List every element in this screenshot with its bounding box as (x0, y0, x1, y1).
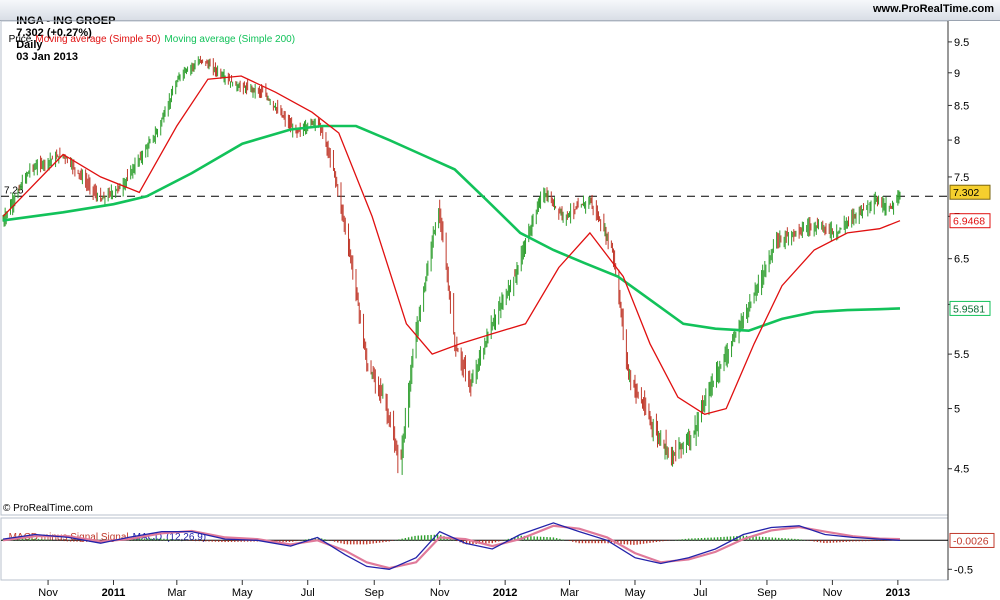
copyright-label: © ProRealTime.com (3, 503, 93, 514)
x-tick-label: Sep (364, 587, 384, 599)
x-tick-label: Nov (430, 587, 450, 599)
quote-header: INGA - ING GROEP 7.302 (+0.27%) Daily 03… (4, 3, 121, 75)
last-value-box (949, 300, 991, 316)
last-value-label: 6.9468 (953, 216, 985, 228)
macd-signal-line (2, 524, 901, 570)
last-value-box (949, 184, 991, 200)
price-tick-label: 6.5 (954, 254, 969, 266)
x-tick-label: May (625, 587, 646, 599)
legend-price: Price (8, 34, 32, 45)
x-tick-label: May (232, 587, 253, 599)
price-tick-label: 4.5 (954, 464, 969, 476)
last-value-box (949, 213, 991, 229)
macd-panel: -0.5 -0.0026 (1, 522, 995, 576)
price-tick-label: 5.5 (954, 349, 969, 361)
macd-line (2, 522, 901, 570)
x-tick-label: Jul (301, 587, 315, 599)
macd-last-value-box (949, 532, 995, 548)
price-tick-label: 9 (954, 68, 960, 80)
x-tick-label: Sep (757, 587, 777, 599)
macd-tick-label: -0.5 (954, 564, 973, 576)
quote-date: 03 Jan 2013 (16, 51, 79, 63)
legend-ma50: Moving average (Simple 50) (35, 34, 161, 45)
x-tick-label: 2011 (102, 587, 126, 599)
site-link[interactable]: www.ProRealTime.com (872, 3, 994, 15)
price-legend: Price Moving average (Simple 50) Moving av… (3, 23, 299, 45)
last-value-label: 7.302 (953, 187, 979, 199)
price-panel-frame (0, 20, 949, 516)
ma200-line (2, 124, 901, 333)
macd-last-value-label: -0.0026 (953, 535, 989, 547)
price-tick-label: 7.5 (954, 172, 969, 184)
reference-line-label: 7.25 (4, 185, 24, 196)
ma50-line (2, 75, 901, 416)
x-tick-label: 2012 (493, 587, 517, 599)
title-bar: INGA - ING GROEP 7.302 (+0.27%) Daily 03… (0, 0, 1000, 63)
price-tick-label: 5 (954, 404, 960, 416)
x-tick-label: Mar (560, 587, 579, 599)
period-label: Daily (16, 39, 43, 51)
price-tick-label: 8 (954, 135, 960, 147)
legend-ma200: Moving average (Simple 200) (164, 34, 296, 45)
x-tick-label: Mar (167, 587, 186, 599)
x-axis: Nov 2011 Mar May Jul Sep Nov 2012 Mar May Jul Sep No… (38, 580, 910, 599)
legend-macd: MACD (132, 532, 163, 543)
price-panel: 4.555.566.577.588.599.57.257.3026.94685.… (1, 37, 991, 476)
last-quote: 7.302 (+0.27%) (16, 27, 92, 39)
price-tick-label: 9.5 (954, 37, 969, 49)
x-tick-label: Nov (823, 587, 843, 599)
price-tick-label: 8.5 (954, 100, 969, 112)
x-tick-label: Nov (38, 587, 58, 599)
legend-macd-params: (12,26,9) (166, 532, 207, 543)
x-tick-label: Jul (693, 587, 707, 599)
last-value-label: 5.9581 (953, 303, 985, 315)
x-tick-label: 2013 (886, 587, 910, 599)
